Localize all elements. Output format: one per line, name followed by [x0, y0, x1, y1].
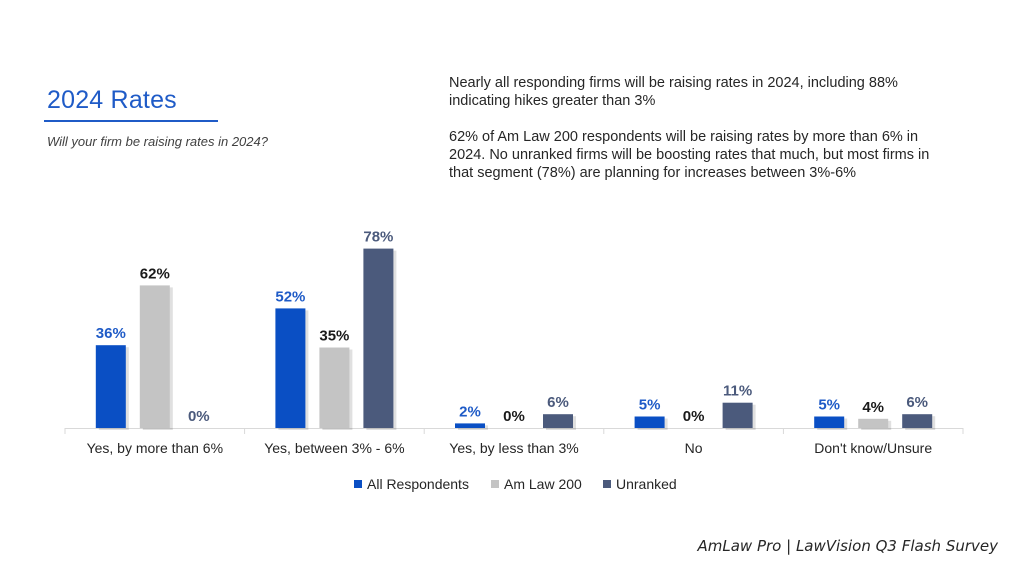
category-label: Yes, between 3% - 6%	[264, 440, 404, 456]
data-label: 35%	[319, 328, 349, 345]
commentary: Nearly all responding firms will be rais…	[449, 74, 949, 200]
bar-unranked-yes-between-3-6	[363, 248, 394, 428]
data-label: 78%	[363, 229, 393, 246]
category-label: Yes, by more than 6%	[87, 440, 223, 456]
data-label: 0%	[683, 408, 705, 425]
bar-all-respondents-no	[634, 416, 665, 428]
data-label: 6%	[547, 394, 569, 411]
source-credit: AmLaw Pro | LawVision Q3 Flash Survey	[697, 537, 999, 555]
category-label: Yes, by less than 3%	[449, 440, 578, 456]
legend-swatch	[491, 480, 499, 488]
data-label: 6%	[906, 394, 928, 411]
category-label: Don't know/Unsure	[814, 440, 932, 456]
bar-am-law-200-yes-between-3-6	[319, 347, 350, 428]
legend-label: All Respondents	[367, 476, 469, 492]
bar-unranked-no	[722, 402, 753, 428]
bar-unranked-don-t-know-unsure	[902, 414, 933, 428]
data-label: 0%	[503, 408, 525, 425]
title-underline	[44, 120, 218, 122]
data-label: 0%	[188, 408, 210, 425]
page-subtitle: Will your firm be raising rates in 2024?	[47, 134, 268, 149]
bar-unranked-yes-by-less-than-3	[543, 414, 573, 428]
data-label: 2%	[459, 403, 481, 420]
commentary-paragraph-1: Nearly all responding firms will be rais…	[449, 75, 898, 109]
legend-label: Am Law 200	[504, 476, 582, 492]
bar-am-law-200-don-t-know-unsure	[858, 418, 889, 428]
bar-all-respondents-yes-by-less-than-3	[455, 423, 485, 428]
legend-swatch	[354, 480, 362, 488]
data-label: 36%	[96, 325, 126, 342]
bar-all-respondents-yes-between-3-6	[275, 308, 306, 428]
legend-label: Unranked	[616, 476, 677, 492]
commentary-paragraph-2: 62% of Am Law 200 respondents will be ra…	[449, 129, 930, 181]
data-label: 5%	[639, 397, 661, 414]
data-label: 52%	[275, 288, 305, 305]
page-title: 2024 Rates	[47, 86, 177, 114]
data-label: 11%	[723, 383, 752, 400]
data-label: 5%	[818, 397, 840, 414]
data-label: 62%	[140, 265, 170, 282]
bar-chart: 36% 62% 0% Yes, by more than 6% 52% 35% 78% Yes…	[64, 229, 964, 492]
bar-am-law-200-yes-by-more-than-6	[139, 285, 170, 428]
bar-all-respondents-don-t-know-unsure	[814, 416, 845, 428]
legend-swatch	[603, 480, 611, 488]
category-label: No	[685, 440, 703, 456]
bar-all-respondents-yes-by-more-than-6	[95, 345, 126, 428]
data-label: 4%	[862, 399, 884, 416]
